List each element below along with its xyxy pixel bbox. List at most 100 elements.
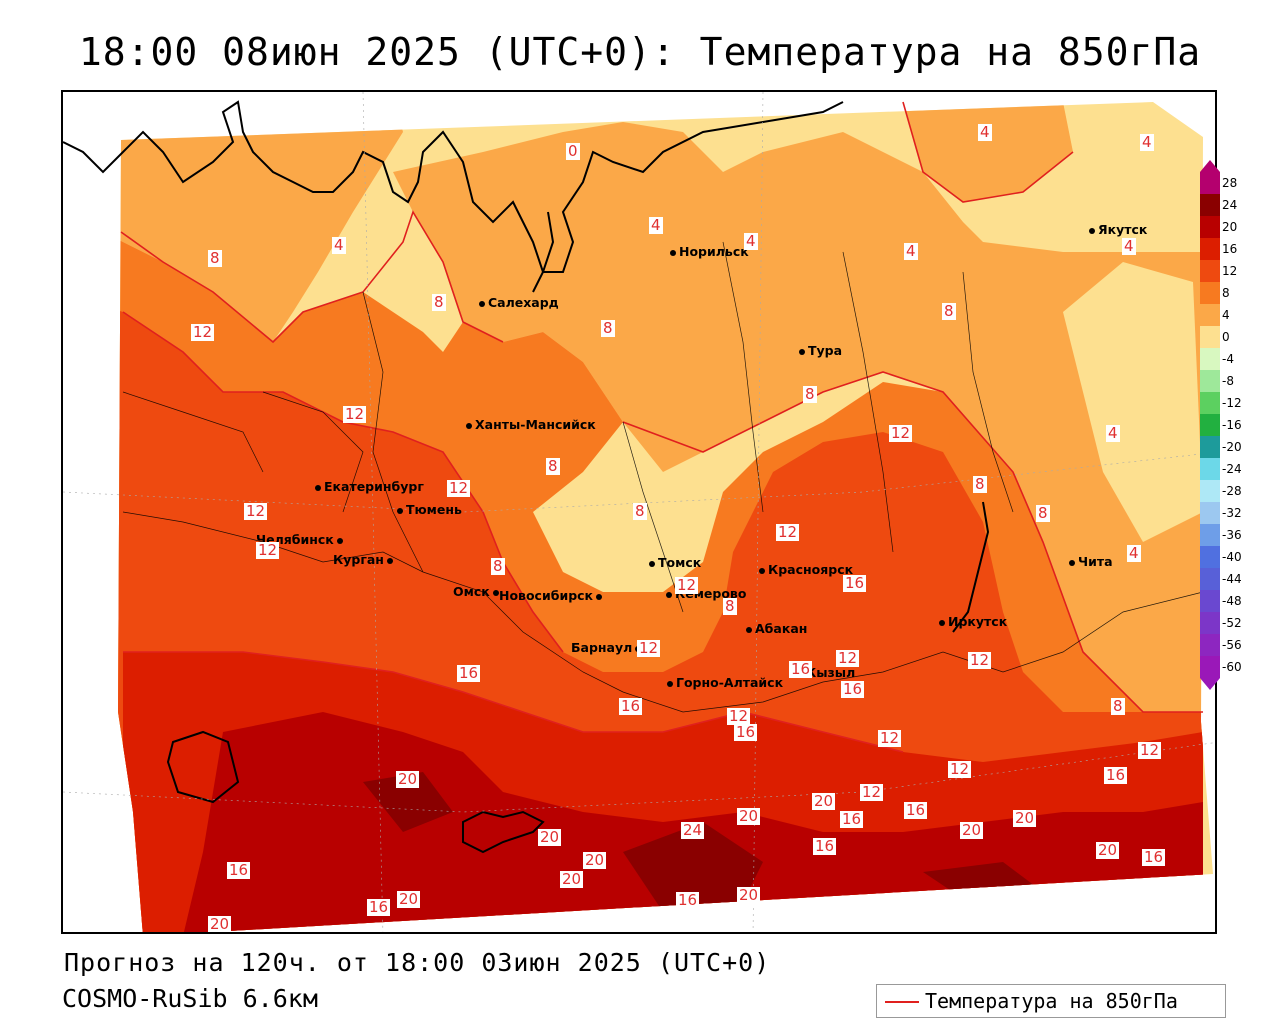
isoline-label: 12 <box>776 523 800 541</box>
city-marker-icon <box>799 348 805 355</box>
scale-tick-label: 4 <box>1222 308 1230 322</box>
isoline-label: 8 <box>208 249 222 267</box>
scale-tick-label: -52 <box>1222 616 1242 630</box>
isoline-label: 16 <box>457 664 481 682</box>
lake-baikal <box>952 501 990 633</box>
isoline-label: 20 <box>737 886 761 904</box>
model-name: COSMO-RuSib 6.6км <box>62 984 318 1013</box>
zone-4-8-north <box>903 102 1073 202</box>
isoline-label: 8 <box>723 597 737 615</box>
scale-swatch <box>1200 656 1220 678</box>
city-marker-icon <box>397 507 403 514</box>
scale-tick-label: 24 <box>1222 198 1238 212</box>
city-novosibirsk: Новосибирск <box>499 588 605 603</box>
isoline-label: 12 <box>191 323 215 341</box>
scale-tick-label: -32 <box>1222 506 1242 520</box>
scale-swatch <box>1200 612 1220 634</box>
scale-swatch <box>1200 458 1220 480</box>
zone-24-28-c <box>363 772 453 832</box>
scale-tick-label: -60 <box>1222 660 1242 674</box>
isoline-label: 16 <box>676 891 700 909</box>
city-irkutsk: Иркутск <box>939 614 1007 629</box>
city-marker-icon <box>670 249 676 256</box>
isoline-label: 8 <box>803 385 817 403</box>
isoline-label: 20 <box>397 890 421 908</box>
scale-swatch <box>1200 282 1220 304</box>
city-kurgan: Курган <box>333 552 396 567</box>
scale-tick-label: -44 <box>1222 572 1242 586</box>
isoline-label: 12 <box>948 760 972 778</box>
isoline-label: 20 <box>812 792 836 810</box>
city-barnaul: Барнаул <box>571 640 644 655</box>
city-marker-icon <box>492 589 499 596</box>
scale-tick-label: 28 <box>1222 176 1238 190</box>
isoline-label: 12 <box>889 424 913 442</box>
scale-swatch <box>1200 480 1220 502</box>
scale-tick-label: 8 <box>1222 286 1230 300</box>
scale-tick-label: -40 <box>1222 550 1242 564</box>
city-marker-icon <box>746 626 752 633</box>
isoline-label: 16 <box>843 574 867 592</box>
isoline-label: 12 <box>1138 741 1162 759</box>
isoline-label: 12 <box>244 502 268 520</box>
isoline-label: 12 <box>637 639 661 657</box>
city-tyumen: Тюмень <box>397 502 462 517</box>
scale-tick-label: -16 <box>1222 418 1242 432</box>
zone-0-4-east <box>1063 262 1203 542</box>
isoline-label: 16 <box>840 810 864 828</box>
isoline-label: 4 <box>1122 237 1136 255</box>
isoline-label: 16 <box>904 801 928 819</box>
scale-tick-label: 20 <box>1222 220 1238 234</box>
scale-swatch <box>1200 590 1220 612</box>
caspian-sea <box>166 730 240 804</box>
isoline-label: 4 <box>744 232 758 250</box>
scale-swatch <box>1200 238 1220 260</box>
isoline-label: 12 <box>343 405 367 423</box>
scale-tick-label: 16 <box>1222 242 1238 256</box>
city-marker-icon <box>336 537 343 544</box>
forecast-info: Прогноз на 120ч. от 18:00 03июн 2025 (UT… <box>64 948 771 977</box>
isoline-label: 4 <box>1140 133 1154 151</box>
isoline-label: 12 <box>727 707 751 725</box>
isoline-label: 8 <box>491 557 505 575</box>
scale-swatch <box>1200 634 1220 656</box>
isoline-label: 8 <box>546 457 560 475</box>
scale-tick-label: 12 <box>1222 264 1238 278</box>
city-abakan: Абакан <box>746 621 807 636</box>
scale-swatch <box>1200 370 1220 392</box>
isoline-label: 20 <box>1096 841 1120 859</box>
city-ekaterinburg: Екатеринбург <box>315 479 424 494</box>
scale-swatch <box>1200 568 1220 590</box>
city-tomsk: Томск <box>649 555 701 570</box>
isoline-label: 20 <box>538 828 562 846</box>
arctic-coastline <box>63 100 844 273</box>
scale-swatch <box>1200 414 1220 436</box>
zone-4-8-center <box>393 122 1203 712</box>
city-marker-icon <box>667 680 673 687</box>
scale-swatch <box>1200 392 1220 414</box>
isoline-label: 20 <box>396 770 420 788</box>
city-marker-icon <box>759 567 765 574</box>
isoline-label: 16 <box>1104 766 1128 784</box>
scale-swatch <box>1200 524 1220 546</box>
isoline-label: 8 <box>1111 697 1125 715</box>
zone-4-8-nw <box>118 102 403 342</box>
isoline-4 <box>902 101 1074 203</box>
scale-arrow-top <box>1200 160 1220 172</box>
scale-tick-label: -12 <box>1222 396 1242 410</box>
city-marker-icon <box>666 591 672 598</box>
legend-label: Температура на 850гПа <box>925 989 1178 1013</box>
scale-swatch <box>1200 436 1220 458</box>
isoline-12 <box>122 311 564 653</box>
isoline-label: 20 <box>737 807 761 825</box>
city-marker-icon <box>939 619 945 626</box>
map-panel[interactable]: Салехард Норильск Якутск Тура Ханты-Манс… <box>61 90 1217 934</box>
city-tura: Тура <box>799 343 842 358</box>
isoline-label: 0 <box>566 142 580 160</box>
scale-arrow-bottom <box>1200 678 1220 690</box>
isoline-label: 4 <box>1127 544 1141 562</box>
scale-tick-label: -8 <box>1222 374 1234 388</box>
city-gorno-altaysk: Горно-Алтайск <box>667 675 783 690</box>
city-marker-icon <box>649 560 655 567</box>
scale-tick-label: -56 <box>1222 638 1242 652</box>
